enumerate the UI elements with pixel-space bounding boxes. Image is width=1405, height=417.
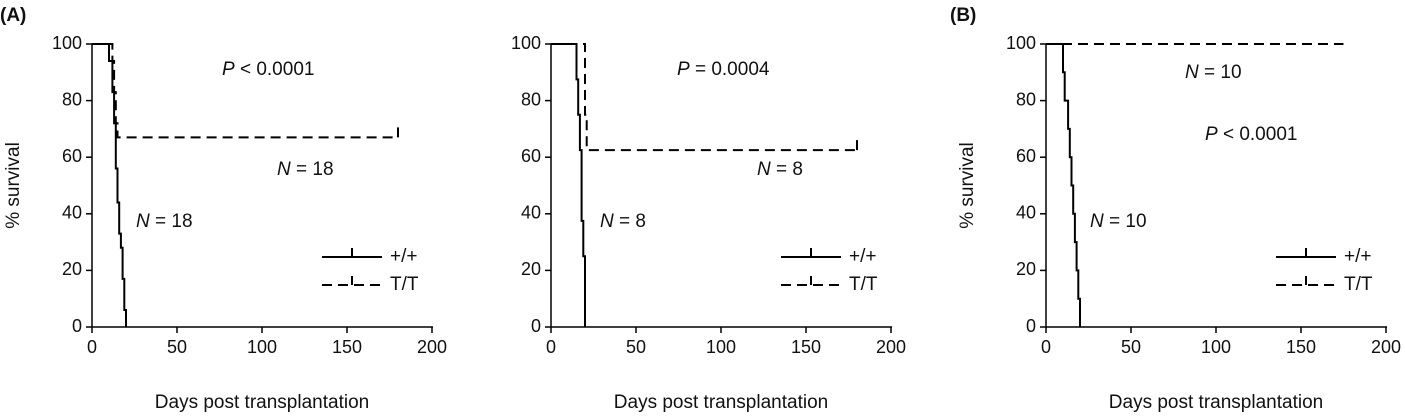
y-tick-label: 60 <box>62 146 82 166</box>
annotation-symbol: N <box>757 159 771 180</box>
panel-label: (B) <box>950 5 976 26</box>
x-tick-label: 200 <box>876 337 906 357</box>
y-tick-label: 60 <box>521 146 541 166</box>
legend-label: T/T <box>849 274 878 295</box>
panel-label: (A) <box>0 5 26 26</box>
legend-label: +/+ <box>1344 246 1371 267</box>
legend-label: +/+ <box>390 246 417 267</box>
annotation-text: = 0.0004 <box>690 59 770 80</box>
x-tick-label: 50 <box>167 337 187 357</box>
annotation-text: = 8 <box>614 211 646 232</box>
annotation-text: = 18 <box>150 211 193 232</box>
y-tick-label: 20 <box>521 259 541 279</box>
x-tick-label: 100 <box>1201 337 1231 357</box>
x-tick-label: 0 <box>87 337 97 357</box>
x-tick-label: 150 <box>1286 337 1316 357</box>
annotation-symbol: N <box>136 211 150 232</box>
survival-curve <box>551 43 586 327</box>
annotation-symbol: P <box>1205 124 1218 145</box>
y-tick-label: 60 <box>1016 146 1036 166</box>
y-axis-title: % survival <box>3 142 24 229</box>
y-tick-label: 100 <box>1006 33 1036 53</box>
legend-label: T/T <box>390 274 419 295</box>
y-tick-label: 100 <box>52 33 82 53</box>
x-tick-label: 150 <box>791 337 821 357</box>
y-tick-label: 20 <box>62 259 82 279</box>
annotation: N = 8 <box>757 159 803 180</box>
y-tick-label: 80 <box>521 89 541 109</box>
survival-curve <box>92 43 127 327</box>
y-tick-label: 0 <box>72 316 82 336</box>
annotation-symbol: P <box>677 59 690 80</box>
y-axis-title: % survival <box>957 142 978 229</box>
annotation-symbol: N <box>1185 62 1199 83</box>
y-tick-label: 20 <box>1016 259 1036 279</box>
y-tick-label: 0 <box>1026 316 1036 336</box>
annotation-text: < 0.0001 <box>235 59 315 80</box>
y-tick-label: 40 <box>62 203 82 223</box>
annotation-symbol: N <box>277 159 291 180</box>
y-tick-label: 100 <box>511 33 541 53</box>
y-tick-label: 80 <box>1016 89 1036 109</box>
survival-curve <box>1046 43 1081 327</box>
x-axis-title: Days post transplantation <box>155 392 369 413</box>
annotation: P < 0.0001 <box>222 59 314 80</box>
annotation: P < 0.0001 <box>1205 124 1297 145</box>
annotation-text: = 10 <box>1199 62 1242 83</box>
x-tick-label: 100 <box>706 337 736 357</box>
y-tick-label: 40 <box>521 203 541 223</box>
annotation: N = 8 <box>600 211 646 232</box>
x-tick-label: 200 <box>1371 337 1401 357</box>
annotation-symbol: P <box>222 59 235 80</box>
x-tick-label: 0 <box>1041 337 1051 357</box>
y-tick-label: 80 <box>62 89 82 109</box>
x-tick-label: 100 <box>247 337 277 357</box>
x-axis-title: Days post transplantation <box>614 392 828 413</box>
legend-label: +/+ <box>849 246 876 267</box>
y-tick-label: 0 <box>531 316 541 336</box>
x-tick-label: 200 <box>417 337 447 357</box>
annotation: N = 10 <box>1185 62 1242 83</box>
y-tick-label: 40 <box>1016 203 1036 223</box>
x-tick-label: 50 <box>1121 337 1141 357</box>
annotation: N = 18 <box>277 159 334 180</box>
annotation-text: < 0.0001 <box>1218 124 1298 145</box>
annotation: N = 10 <box>1090 211 1147 232</box>
annotation-symbol: N <box>1090 211 1104 232</box>
x-axis-title: Days post transplantation <box>1109 392 1323 413</box>
annotation-text: = 10 <box>1104 211 1147 232</box>
annotation-text: = 18 <box>291 159 334 180</box>
x-tick-label: 150 <box>332 337 362 357</box>
annotation: N = 18 <box>136 211 193 232</box>
legend-label: T/T <box>1344 274 1373 295</box>
survival-curve <box>551 43 857 152</box>
annotation-symbol: N <box>600 211 614 232</box>
x-tick-label: 50 <box>626 337 646 357</box>
annotation: P = 0.0004 <box>677 59 770 80</box>
x-tick-label: 0 <box>546 337 556 357</box>
survival-curve <box>92 43 398 139</box>
annotation-text: = 8 <box>771 159 803 180</box>
